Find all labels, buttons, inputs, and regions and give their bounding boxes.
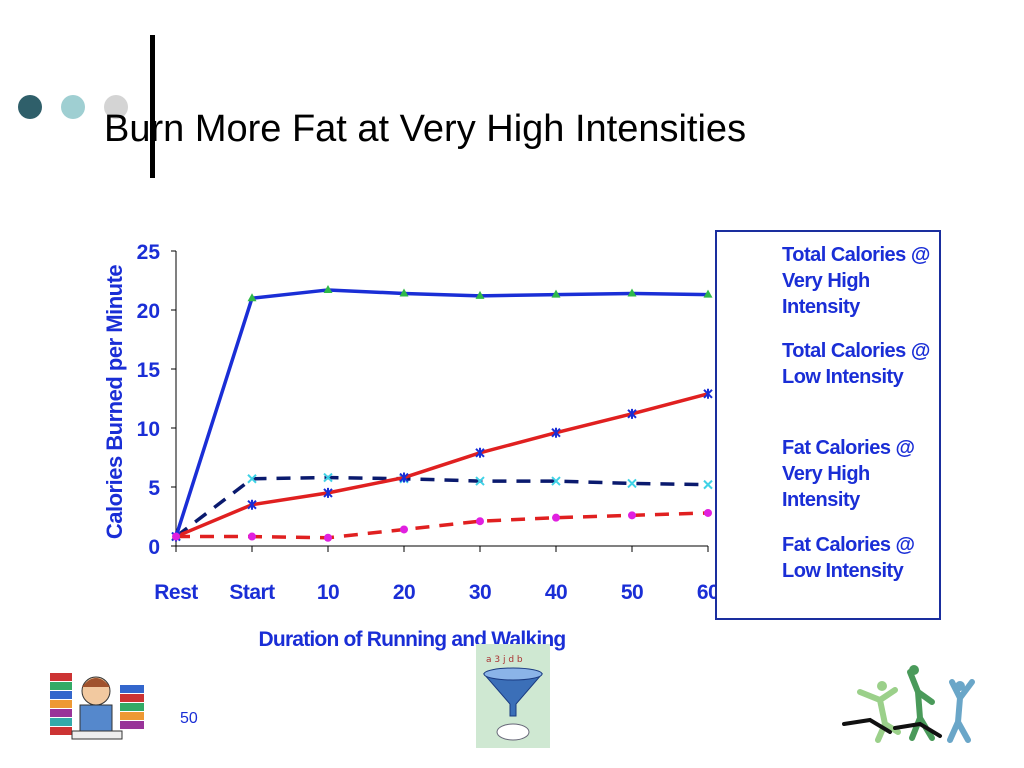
y-tick-label: 20 bbox=[137, 300, 160, 323]
legend-label: Fat Calories @ Low Intensity bbox=[782, 534, 915, 582]
data-point bbox=[248, 532, 256, 541]
svg-text:a 3 j d b: a 3 j d b bbox=[486, 655, 523, 665]
series-line-4 bbox=[176, 511, 709, 540]
y-tick-label: 25 bbox=[137, 241, 161, 264]
decor-dot-3 bbox=[104, 95, 128, 119]
x-tick-label: 10 bbox=[317, 581, 339, 604]
chart-axes: 0 5 10 15 20 25 Rest Start 10 20 30 40 50 60 bbox=[137, 241, 720, 604]
x-tick-label: 60 bbox=[697, 581, 719, 604]
data-point bbox=[247, 474, 257, 484]
data-point bbox=[399, 288, 409, 297]
legend-label: Fat Calories @ Very High Intensity bbox=[782, 437, 915, 511]
data-point bbox=[627, 478, 637, 489]
funnel-filter-clipart: a 3 j d b bbox=[476, 644, 550, 748]
data-point bbox=[551, 476, 561, 486]
decor-vertical-bar bbox=[150, 35, 155, 178]
data-point bbox=[475, 447, 485, 458]
data-point bbox=[703, 479, 713, 490]
x-tick-label: 40 bbox=[545, 581, 567, 604]
data-point bbox=[323, 487, 333, 498]
y-tick-label: 15 bbox=[137, 359, 161, 382]
chart-series bbox=[171, 284, 713, 542]
data-point bbox=[172, 532, 180, 541]
data-point bbox=[552, 513, 560, 522]
data-point bbox=[247, 499, 257, 510]
data-point bbox=[628, 511, 636, 520]
decor-dot-1 bbox=[18, 95, 42, 119]
y-tick-label: 0 bbox=[148, 536, 160, 559]
y-axis-label: Calories Burned per Minute bbox=[102, 265, 127, 540]
series-line-3 bbox=[175, 392, 709, 539]
data-point bbox=[323, 284, 333, 293]
y-tick-label: 5 bbox=[148, 477, 160, 500]
data-point bbox=[400, 525, 408, 534]
data-point bbox=[476, 517, 484, 526]
x-tick-label: 30 bbox=[469, 581, 491, 604]
x-tick-label: 20 bbox=[393, 581, 415, 604]
data-point bbox=[551, 427, 561, 438]
data-point bbox=[399, 472, 409, 483]
legend-label: Total Calories @ Low Intensity bbox=[782, 340, 930, 388]
dancers-silhouette-clipart bbox=[842, 665, 975, 743]
slide-title: Burn More Fat at Very High Intensities bbox=[104, 108, 747, 150]
data-point bbox=[703, 388, 713, 399]
data-point bbox=[324, 533, 332, 542]
page-number: 50 bbox=[180, 710, 198, 727]
data-point bbox=[323, 472, 333, 483]
y-tick-label: 10 bbox=[137, 418, 160, 441]
student-with-books-clipart bbox=[50, 673, 144, 740]
x-tick-label: 50 bbox=[621, 581, 643, 604]
data-point bbox=[627, 288, 637, 297]
data-point bbox=[475, 290, 485, 299]
legend-label: Total Calories @ Very High Intensity bbox=[782, 244, 930, 318]
x-tick-label: Start bbox=[229, 581, 275, 604]
series-line-1 bbox=[174, 288, 709, 538]
chart-legend: Total Calories @ Very High Intensity Tot… bbox=[715, 230, 941, 620]
series-line-2 bbox=[174, 475, 709, 538]
data-point bbox=[475, 476, 485, 486]
data-point bbox=[627, 408, 637, 419]
data-point bbox=[551, 289, 561, 298]
decor-dot-2 bbox=[61, 95, 85, 119]
data-point bbox=[704, 508, 712, 517]
data-point bbox=[703, 289, 713, 298]
x-tick-label: Rest bbox=[154, 581, 198, 604]
data-point bbox=[247, 293, 257, 302]
